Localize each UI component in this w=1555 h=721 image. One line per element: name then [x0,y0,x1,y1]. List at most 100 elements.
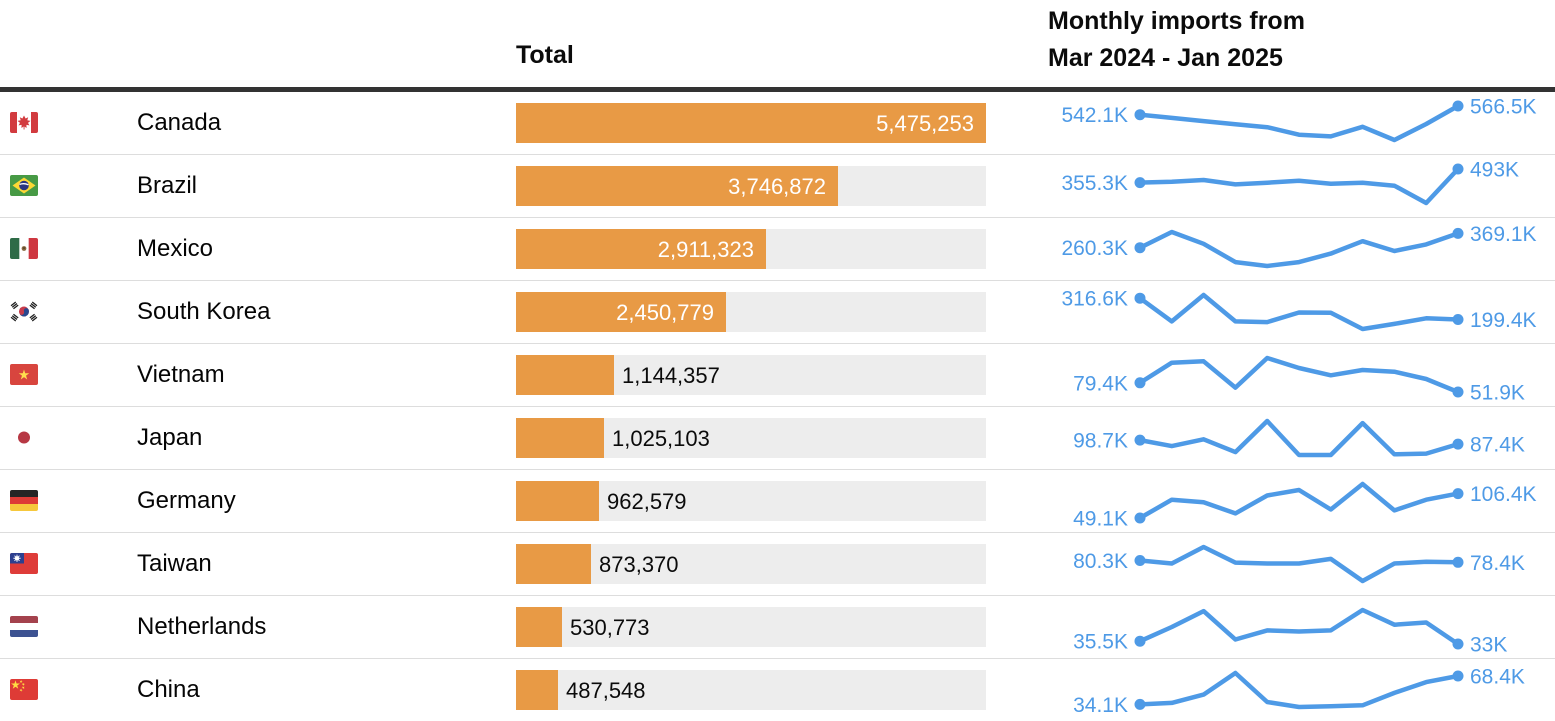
flag-china-icon [10,679,38,700]
total-bar [516,355,614,395]
table-row: Germany 962,579 49.1K 106.4K [0,469,1555,532]
table-row: Vietnam 1,144,357 79.4K 51.9K [0,343,1555,406]
sparkline-start-value: 79.4K [1073,372,1128,395]
table-row: Japan 1,025,103 98.7K 87.4K [0,406,1555,469]
sparkline-column-header: Monthly imports from Mar 2024 - Jan 2025 [1048,3,1305,77]
flag-brazil-icon [10,175,38,196]
sparkline-end-value: 369.1K [1470,223,1537,246]
sparkline-end-value: 199.4K [1470,309,1537,332]
sparkline-start-dot [1134,177,1146,189]
sparkline-start-dot [1134,434,1146,446]
total-bar-track: 1,144,357 [516,355,986,395]
country-name: Vietnam [137,361,225,388]
country-name: China [137,676,200,703]
flag-netherlands-icon [10,616,38,637]
total-value: 962,579 [607,489,687,514]
country-name: Brazil [137,172,198,199]
sparkline-start-value: 355.3K [1061,172,1128,195]
sparkline-end-dot [1452,227,1464,239]
total-bar [516,418,604,458]
total-bar-track: 1,025,103 [516,418,986,458]
sparkline: 260.3K 369.1K [1061,223,1537,269]
total-bar [516,607,562,647]
sparkline-end-dot [1452,314,1464,325]
sparkline-start-value: 260.3K [1061,237,1128,260]
table-row: Canada 5,475,253 542.1K 566.5K [0,92,1555,154]
country-name: Japan [137,424,203,451]
flag-taiwan-icon [10,553,38,574]
country-name: Canada [137,109,222,136]
country-name: Taiwan [137,550,212,577]
sparkline: 316.6K 199.4K [1061,288,1537,332]
country-name: Germany [137,487,236,514]
total-bar [516,103,986,143]
flag-germany-icon [10,490,38,511]
flag-south-korea-icon [10,301,38,322]
total-bar-track: 2,911,323 [516,229,986,269]
table-row: Netherlands 530,773 35.5K 33K [0,595,1555,658]
sparkline-start-value: 98.7K [1073,430,1128,453]
total-bar-track: 873,370 [516,544,986,584]
total-bar-track: 3,746,872 [516,166,986,206]
sparkline-end-dot [1452,163,1464,175]
total-bar [516,544,591,584]
total-bar-track: 530,773 [516,607,986,647]
country-name: Netherlands [137,613,267,640]
sparkline-start-dot [1134,109,1146,121]
sparkline: 35.5K 33K [1073,607,1507,657]
total-value: 3,746,872 [728,174,826,199]
sparkline-end-dot [1452,100,1464,112]
sparkline-start-value: 80.3K [1073,550,1128,573]
sparkline-end-value: 68.4K [1470,666,1525,689]
sparkline-start-dot [1134,512,1146,524]
table-header: Total Monthly imports from Mar 2024 - Ja… [0,0,1555,92]
sparkline-end-value: 106.4K [1470,483,1537,506]
sparkline-end-value: 566.5K [1470,96,1537,119]
sparkline-end-dot [1452,670,1464,682]
sparkline-end-value: 33K [1470,634,1507,657]
sparkline-end-value: 87.4K [1470,434,1525,457]
total-value: 5,475,253 [876,111,974,136]
sparkline: 49.1K 106.4K [1073,481,1537,531]
sparkline: 98.7K 87.4K [1073,418,1525,458]
table-row: South Korea 2,450,779 316.6K 199.4K [0,280,1555,343]
sparkline-start-value: 542.1K [1061,104,1128,127]
total-bar-track: 962,579 [516,481,986,521]
total-value: 2,911,323 [657,237,754,262]
table-row: Taiwan 873,370 80.3K 78.4K [0,532,1555,595]
total-bar-track: 5,475,253 [516,103,986,143]
sparkline-end-dot [1452,488,1464,500]
sparkline-start-value: 35.5K [1073,631,1128,654]
sparkline-start-dot [1134,377,1146,389]
total-bar [516,166,838,206]
total-bar [516,670,558,710]
sparkline-end-value: 51.9K [1470,382,1525,405]
total-value: 873,370 [599,552,679,577]
total-value: 530,773 [570,615,650,640]
sparkline-end-dot [1452,638,1464,650]
total-bar [516,229,766,269]
sparkline-end-dot [1452,438,1464,450]
table-body: Canada 5,475,253 542.1K 566.5K Brazil 3,7… [0,92,1555,721]
total-value: 1,144,357 [622,363,720,388]
sparkline-start-value: 34.1K [1073,694,1128,717]
table-row: Brazil 3,746,872 355.3K 493K [0,154,1555,217]
sparkline: 355.3K 493K [1061,159,1519,206]
total-value: 1,025,103 [612,426,710,451]
sparkline-start-dot [1134,292,1146,304]
country-name: Mexico [137,235,214,262]
country-name: South Korea [137,298,271,325]
flag-canada-icon [10,112,38,133]
sparkline-header-line1: Monthly imports from [1048,7,1305,35]
total-bar [516,481,599,521]
sparkline-start-value: 316.6K [1061,288,1128,311]
total-bar-track: 2,450,779 [516,292,986,332]
total-bar [516,292,726,332]
sparkline-end-value: 493K [1470,159,1519,182]
sparkline-end-dot [1452,386,1464,398]
sparkline: 34.1K 68.4K [1073,666,1525,717]
sparkline-start-dot [1134,242,1146,254]
total-column-header: Total [516,41,574,69]
sparkline-start-dot [1134,635,1146,647]
